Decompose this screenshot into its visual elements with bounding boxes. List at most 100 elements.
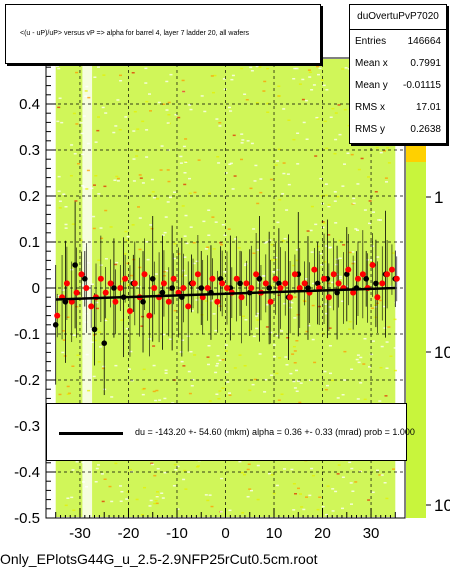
density-cell: [85, 85, 89, 88]
density-cell: [181, 205, 185, 207]
y-tick-label: -0.3: [14, 418, 40, 435]
density-cell: [93, 339, 97, 342]
density-cell: [86, 142, 90, 145]
density-cell: [160, 145, 164, 147]
density-cell: [246, 496, 250, 498]
density-cell: [350, 503, 353, 505]
red-data-point: [388, 266, 395, 273]
stats-label: Mean x: [355, 58, 388, 69]
density-cell: [132, 130, 136, 132]
density-cell: [379, 151, 383, 154]
density-cell: [153, 474, 157, 477]
density-cell: [249, 66, 253, 69]
density-cell: [118, 129, 122, 131]
black-data-point: [169, 285, 175, 291]
density-cell: [228, 163, 232, 165]
density-cell: [348, 461, 352, 464]
density-cell: [56, 295, 60, 297]
density-cell: [104, 319, 108, 322]
density-cell: [232, 134, 236, 137]
density-cell: [87, 96, 91, 99]
density-cell: [81, 461, 85, 464]
density-cell: [148, 505, 152, 507]
density-cell: [316, 508, 320, 511]
red-data-point: [262, 280, 269, 287]
density-cell: [150, 462, 154, 465]
density-cell: [246, 468, 250, 471]
density-cell: [155, 495, 159, 498]
density-cell: [66, 497, 70, 499]
density-cell: [97, 116, 100, 118]
density-cell: [385, 367, 389, 369]
stats-value: -0.01115: [403, 80, 441, 91]
density-cell: [181, 273, 185, 276]
density-cell: [156, 491, 159, 493]
density-cell: [272, 271, 275, 273]
density-cell: [247, 463, 251, 465]
density-cell: [282, 108, 286, 110]
density-cell: [320, 264, 324, 266]
density-cell: [311, 304, 315, 307]
density-cell: [251, 383, 255, 386]
density-cell: [109, 226, 113, 228]
density-cell: [64, 223, 68, 226]
density-cell: [250, 489, 253, 492]
black-data-point: [256, 276, 263, 282]
density-cell: [277, 148, 281, 151]
density-cell: [308, 71, 312, 73]
density-cell: [193, 354, 197, 356]
density-cell: [163, 231, 167, 234]
density-cell: [152, 345, 156, 347]
density-cell: [356, 398, 360, 400]
density-cell: [393, 369, 397, 372]
density-cell: [298, 401, 302, 404]
density-cell: [295, 390, 299, 392]
density-cell: [148, 93, 151, 95]
density-cell: [256, 312, 260, 315]
density-cell: [92, 215, 96, 218]
chart-title: <(u - uP)/uP> versus vP => alpha for bar…: [20, 30, 250, 37]
density-cell: [387, 326, 391, 328]
density-cell: [272, 344, 276, 346]
density-cell: [219, 241, 223, 244]
density-cell: [330, 379, 334, 382]
density-cell: [193, 191, 197, 194]
density-cell: [391, 252, 395, 254]
stats-name: duOvertuPvP7020: [350, 5, 446, 30]
density-cell: [356, 229, 359, 231]
density-cell: [155, 389, 159, 392]
density-cell: [281, 193, 285, 195]
black-data-point: [237, 280, 243, 287]
density-cell: [374, 191, 378, 193]
y-tick-label: 0.4: [19, 96, 40, 113]
density-cell: [218, 305, 222, 307]
density-cell: [339, 277, 343, 280]
black-data-point: [159, 289, 166, 296]
density-cell: [233, 367, 237, 369]
density-cell: [97, 66, 100, 68]
density-cell: [305, 138, 309, 140]
density-cell: [58, 207, 62, 209]
density-cell: [384, 177, 388, 179]
density-cell: [206, 246, 210, 248]
density-cell: [341, 394, 345, 396]
density-cell: [137, 206, 140, 208]
red-data-point: [102, 289, 109, 296]
density-cell: [323, 370, 327, 373]
density-cell: [315, 116, 319, 119]
density-cell: [256, 498, 260, 501]
density-cell: [276, 269, 280, 271]
density-cell: [205, 300, 209, 302]
density-cell: [155, 495, 159, 497]
density-cell: [96, 307, 99, 310]
red-data-point: [379, 280, 386, 287]
stats-row-mean-y: Mean y -0.01115: [350, 76, 446, 96]
density-cell: [79, 239, 83, 242]
black-data-point: [343, 271, 350, 278]
density-cell: [302, 299, 306, 302]
density-cell: [149, 110, 152, 112]
density-cell: [292, 78, 296, 80]
density-cell: [85, 486, 88, 488]
density-cell: [317, 73, 320, 76]
red-data-point: [190, 280, 197, 287]
